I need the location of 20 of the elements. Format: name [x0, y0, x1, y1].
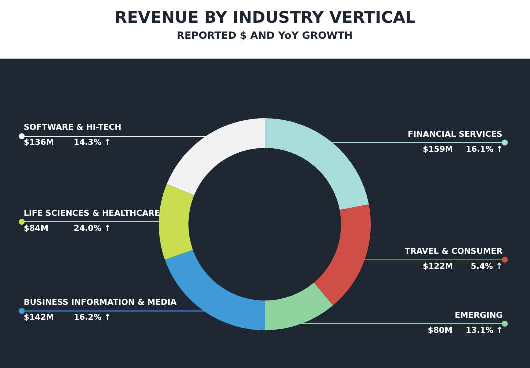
- text: 5.4% ↑: [471, 262, 503, 271]
- data-label: $136M: [24, 138, 54, 147]
- text: 16.2% ↑: [74, 313, 112, 322]
- chart-title: REVENUE BY INDUSTRY VERTICAL: [115, 8, 416, 27]
- data-label: $84M: [24, 224, 49, 233]
- slice-label: SOFTWARE & HI-TECH: [24, 123, 122, 132]
- slice-label: BUSINESS INFORMATION & MEDIA: [24, 298, 178, 307]
- text: 13.1% ↑: [466, 326, 504, 335]
- slice-label: FINANCIAL SERVICES: [408, 130, 503, 139]
- text: 14.3% ↑: [74, 138, 112, 147]
- data-label: $122M: [423, 262, 454, 271]
- data-label: $159M: [423, 145, 454, 154]
- slice-label: LIFE SCIENCES & HEALTHCARE: [24, 209, 160, 218]
- text: 24.0% ↑: [74, 224, 112, 233]
- data-label: $80M: [428, 326, 453, 335]
- slice-label: TRAVEL & CONSUMER: [405, 247, 503, 256]
- chart-subtitle: REPORTED $ AND YoY GROWTH: [177, 31, 353, 42]
- data-label: $142M: [24, 313, 54, 322]
- slice-label: EMERGING: [455, 311, 503, 320]
- text: 16.1% ↑: [466, 145, 504, 154]
